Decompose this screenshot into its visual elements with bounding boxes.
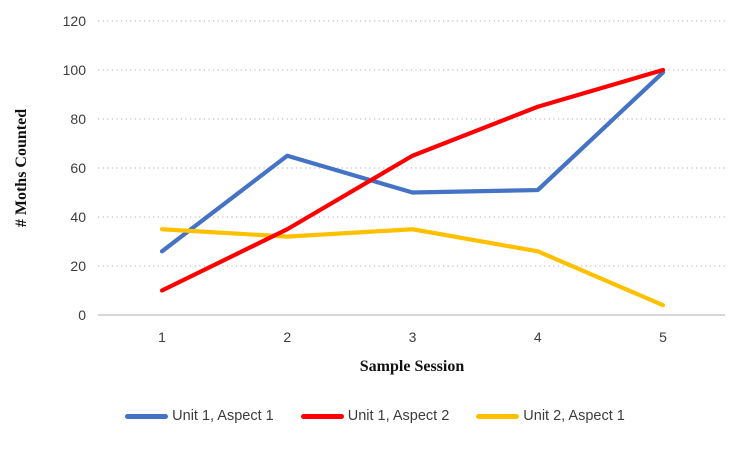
legend-item-3: Unit 2, Aspect 1 <box>476 408 625 424</box>
y-tick-label: 120 <box>63 13 87 29</box>
x-axis-title: Sample Session <box>359 358 465 375</box>
legend-swatch <box>125 413 169 419</box>
y-tick-label: 60 <box>70 160 86 176</box>
x-tick-label: 4 <box>534 329 542 345</box>
x-tick-label: 5 <box>659 329 667 345</box>
x-tick-label: 3 <box>409 329 417 345</box>
legend-swatch <box>476 413 520 419</box>
series-line-3 <box>159 227 666 308</box>
x-tick-label: 2 <box>283 329 291 345</box>
series-line-1 <box>159 70 666 254</box>
y-axis-title: # Moths Counted <box>13 108 30 228</box>
legend-item-1: Unit 1, Aspect 1 <box>125 408 274 424</box>
legend-item-2: Unit 1, Aspect 2 <box>300 408 450 424</box>
legend-label: Unit 2, Aspect 1 <box>523 408 625 424</box>
legend-label: Unit 1, Aspect 1 <box>172 408 274 424</box>
legend: Unit 1, Aspect 1 Unit 1, Aspect 2 Unit 2, … <box>0 408 750 424</box>
y-tick-label: 100 <box>63 62 87 78</box>
y-tick-label: 20 <box>70 258 86 274</box>
y-tick-label: 80 <box>70 111 86 127</box>
y-tick-label: 0 <box>78 307 86 323</box>
y-tick-label: 40 <box>70 209 86 225</box>
legend-label: Unit 1, Aspect 2 <box>347 408 450 424</box>
legend-swatch <box>300 413 344 419</box>
plot-area: 0 20 40 60 80 100 120 1 2 3 4 5 <box>63 13 725 345</box>
x-tick-label: 1 <box>158 329 166 345</box>
series-line-2 <box>159 67 666 293</box>
